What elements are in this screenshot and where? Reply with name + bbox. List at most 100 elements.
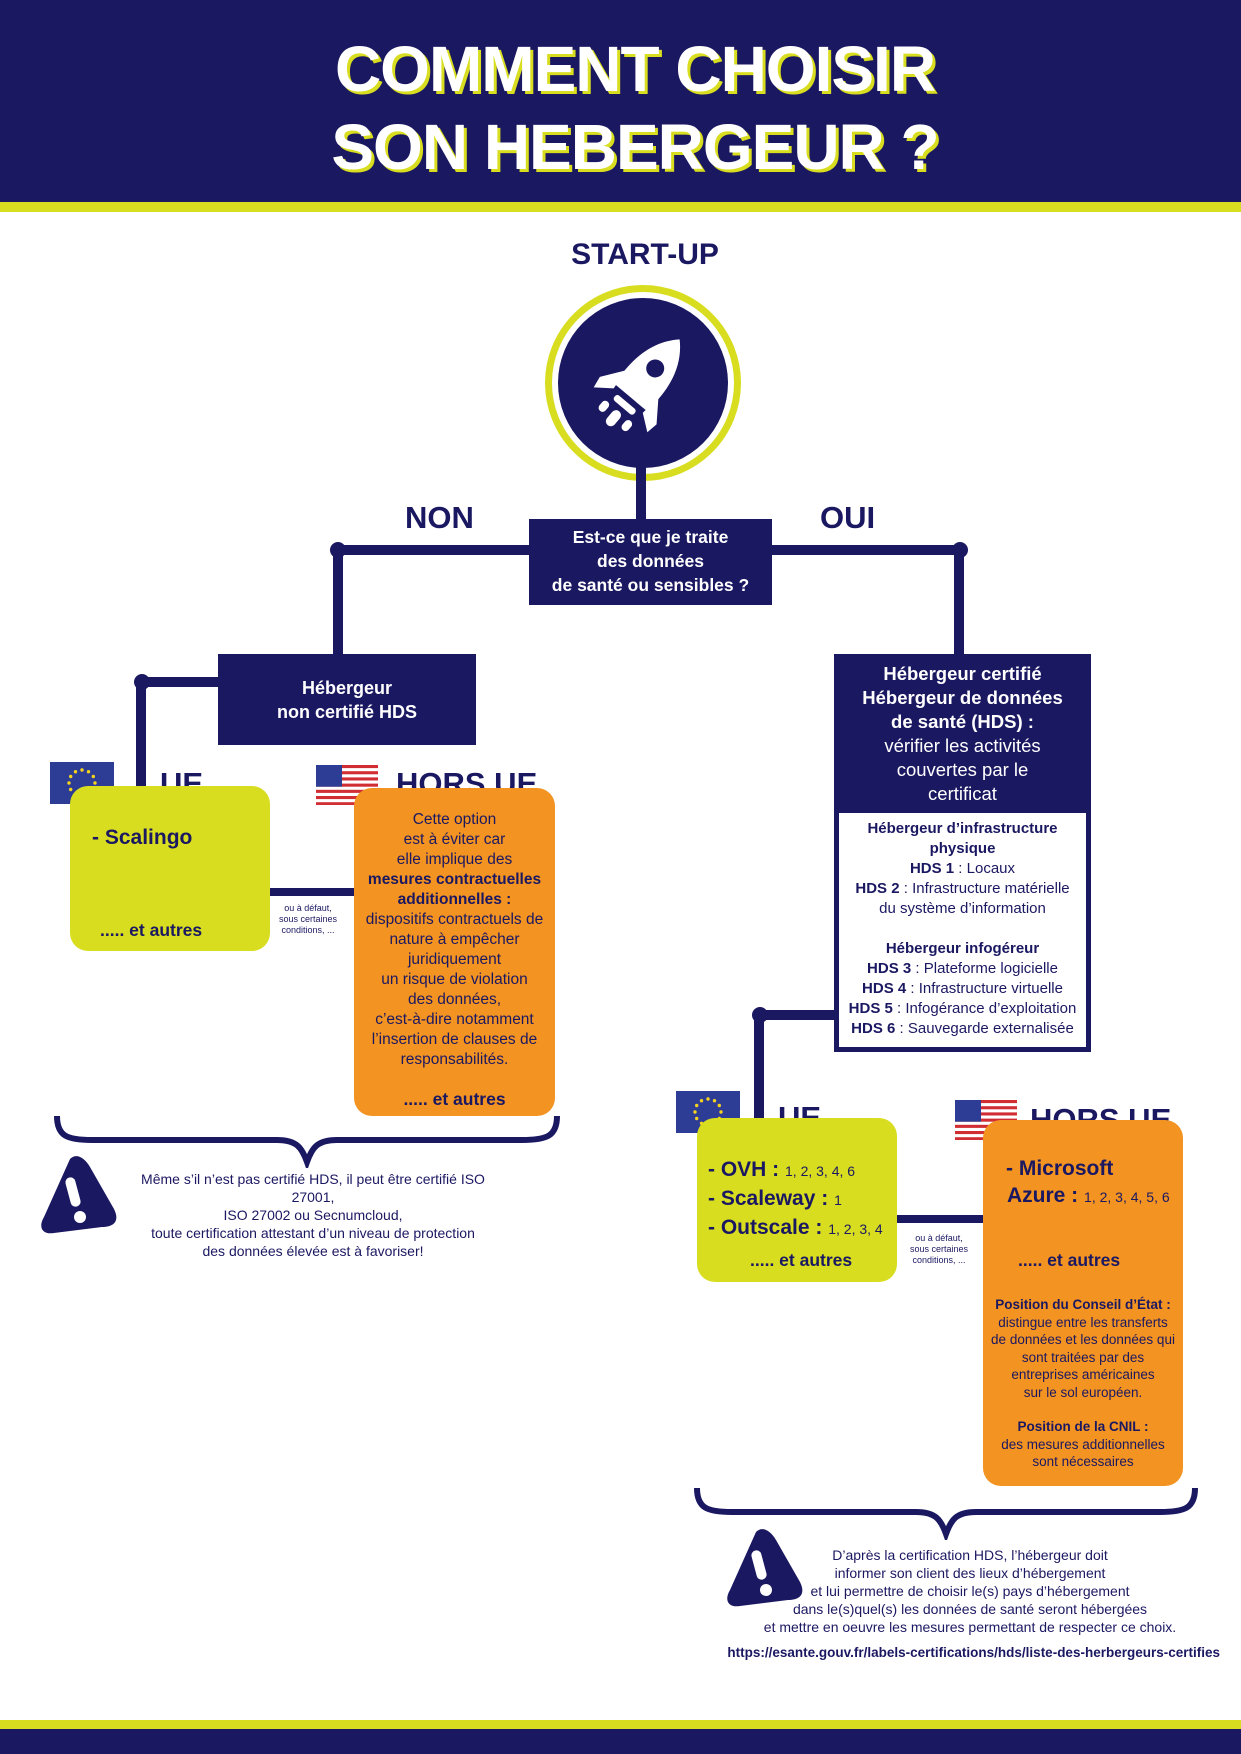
- note-line: informer son client des lieux d’hébergem…: [834, 1565, 1106, 1581]
- hds-code: HDS 1: [909, 860, 955, 877]
- text-line-bold: additionnelles :: [397, 891, 512, 908]
- right-warning-icon: [727, 1529, 803, 1607]
- left-hors-ue-card: [354, 788, 555, 1116]
- host-codes: 1: [834, 1192, 842, 1208]
- text-line: sur le sol européen.: [1023, 1384, 1143, 1400]
- note-line: sous certaines: [909, 1244, 969, 1254]
- header-banner: [0, 0, 1241, 202]
- hds-list-link[interactable]: https://esante.gouv.fr/labels-certificat…: [727, 1645, 1220, 1660]
- note-line: conditions, ...: [912, 1255, 966, 1265]
- left-ue-more: ..... et autres: [100, 920, 203, 940]
- box-line-bold: de santé (HDS) :: [891, 711, 1034, 732]
- note-line: sous certaines: [278, 914, 338, 924]
- left-brace: [54, 1115, 560, 1168]
- ue-host-ovh: - OVH : 1, 2, 3, 4, 6: [708, 1156, 883, 1185]
- start-disc: [558, 298, 728, 468]
- title-line-2: SON HEBERGEUR ?: [331, 111, 939, 183]
- ue-host-outscale: - Outscale : 1, 2, 3, 4: [708, 1214, 883, 1243]
- text-line: c’est-à-dire notamment: [375, 1011, 534, 1028]
- question-line: des données: [597, 551, 704, 571]
- host-name: - Scaleway :: [708, 1187, 829, 1210]
- connector-right-ue-down: [754, 1012, 764, 1120]
- right-hors-ue-more: ..... et autres: [1018, 1250, 1121, 1270]
- text-line-bold: mesures contractuelles: [367, 871, 542, 888]
- list-item-hds1: HDS 1 : Locaux: [839, 859, 1086, 879]
- list-item-hds5: HDS 5 : Infogérance d’exploitation: [839, 999, 1086, 1019]
- host-name: - OVH :: [708, 1158, 780, 1181]
- position-title: Position de la CNIL :: [1017, 1419, 1149, 1434]
- connector-left-ue-down: [136, 680, 146, 788]
- text-line: sont traitées par des: [1021, 1349, 1145, 1365]
- connector-right-ue-hors: [897, 1215, 983, 1223]
- text-line: l’insertion de clauses de: [371, 1031, 538, 1048]
- note-line: et mettre en oeuvre les mesures permetta…: [763, 1619, 1177, 1635]
- hors-ue-host-azure: - Microsoft Azure : 1, 2, 3, 4, 5, 6: [1006, 1155, 1170, 1211]
- sep: :: [895, 1020, 908, 1037]
- text-line: est à éviter car: [403, 831, 506, 848]
- hds-code: HDS 2: [855, 880, 900, 897]
- host-name: Azure :: [1007, 1184, 1079, 1207]
- hds-text: Infrastructure virtuelle: [918, 980, 1063, 997]
- note-line: des données élevée est à favoriser!: [202, 1243, 424, 1259]
- question-line: Est-ce que je traite: [572, 527, 729, 547]
- right-brace: [694, 1487, 1198, 1540]
- text-line: de données et les données qui: [991, 1332, 1175, 1347]
- note-line: toute certification attestant d’un nivea…: [151, 1225, 475, 1241]
- note-line: ou à défaut,: [915, 1233, 963, 1243]
- title-line-1: COMMENT CHOISIR: [334, 33, 936, 105]
- list-item-hds3: HDS 3 : Plateforme logicielle: [839, 959, 1086, 979]
- box-line: vérifier les activités: [884, 735, 1041, 756]
- box-line-bold: Hébergeur de données: [862, 687, 1063, 708]
- right-warning-note: D’après la certification HDS, l’hébergeu…: [750, 1546, 1190, 1636]
- sep: :: [954, 860, 967, 877]
- list-title: Hébergeur d’infrastructure: [867, 820, 1058, 837]
- connector-left-ue-hors: [270, 888, 356, 896]
- text-line: nature à empêcher: [389, 931, 520, 948]
- sep: :: [899, 880, 913, 897]
- list-title: physique: [929, 840, 996, 857]
- left-connector-note: ou à défaut, sous certaines conditions, …: [273, 903, 343, 936]
- spacer: [983, 1401, 1183, 1418]
- box-line: certificat: [928, 783, 997, 804]
- hds-text: Locaux: [966, 860, 1016, 877]
- right-ue-hosts: - OVH : 1, 2, 3, 4, 6 - Scaleway : 1 - O…: [708, 1156, 883, 1243]
- left-warning-icon: [41, 1156, 117, 1234]
- sep: :: [906, 980, 919, 997]
- position-title: Position du Conseil d’État :: [995, 1297, 1171, 1312]
- connector-right-ue: [758, 1010, 836, 1020]
- host-name: - Microsoft: [1006, 1157, 1114, 1180]
- hds-text: Sauvegarde externalisée: [907, 1020, 1074, 1037]
- hds-code: HDS 5: [848, 1000, 893, 1017]
- text-line: elle implique des: [396, 851, 513, 868]
- list-item-continuation: du système d’information: [879, 900, 1046, 917]
- right-hors-ue-positions: Position du Conseil d’État : distingue e…: [983, 1296, 1183, 1471]
- box-line: couvertes par le: [896, 759, 1029, 780]
- sep: :: [892, 1000, 906, 1017]
- list-item-hds4: HDS 4 : Infrastructure virtuelle: [839, 979, 1086, 999]
- connector-no-horizontal: [336, 545, 530, 555]
- question-box: Est-ce que je traite des données de sant…: [529, 519, 772, 605]
- right-hors-ue-card: [983, 1120, 1183, 1486]
- footer-bar: [0, 1729, 1241, 1754]
- question-line: de santé ou sensibles ?: [551, 575, 750, 595]
- page-title: COMMENT CHOISIR SON HEBERGEUR ?: [0, 30, 1241, 186]
- list-title: Hébergeur infogéreur: [885, 940, 1040, 957]
- hds-activities-list: Hébergeur d’infrastructure physique HDS …: [834, 808, 1091, 1052]
- right-connector-note: ou à défaut, sous certaines conditions, …: [903, 1233, 975, 1266]
- text-line: entreprises américaines: [1011, 1367, 1155, 1382]
- left-hors-ue-text: Cette option est à éviter car elle impli…: [354, 810, 555, 1070]
- connector-yes-horizontal: [770, 545, 964, 555]
- text-line: distingue entre les transferts: [998, 1314, 1168, 1330]
- text-line: juridiquement: [407, 951, 502, 968]
- note-line: conditions, ...: [281, 925, 335, 935]
- hds-code: HDS 3: [867, 960, 912, 977]
- us-flag-icon: [316, 765, 378, 805]
- note-line: D’après la certification HDS, l’hébergeu…: [832, 1547, 1108, 1563]
- spacer: [839, 919, 1086, 939]
- list-item-hds2: HDS 2 : Infrastructure matérielle: [839, 879, 1086, 899]
- rocket-icon: [593, 339, 681, 433]
- hds-text: Infrastructure matérielle: [912, 880, 1070, 897]
- ue-host-scaleway: - Scaleway : 1: [708, 1185, 883, 1214]
- note-line: Même s’il n’est pas certifié HDS, il peu…: [141, 1171, 485, 1205]
- sep: :: [911, 960, 924, 977]
